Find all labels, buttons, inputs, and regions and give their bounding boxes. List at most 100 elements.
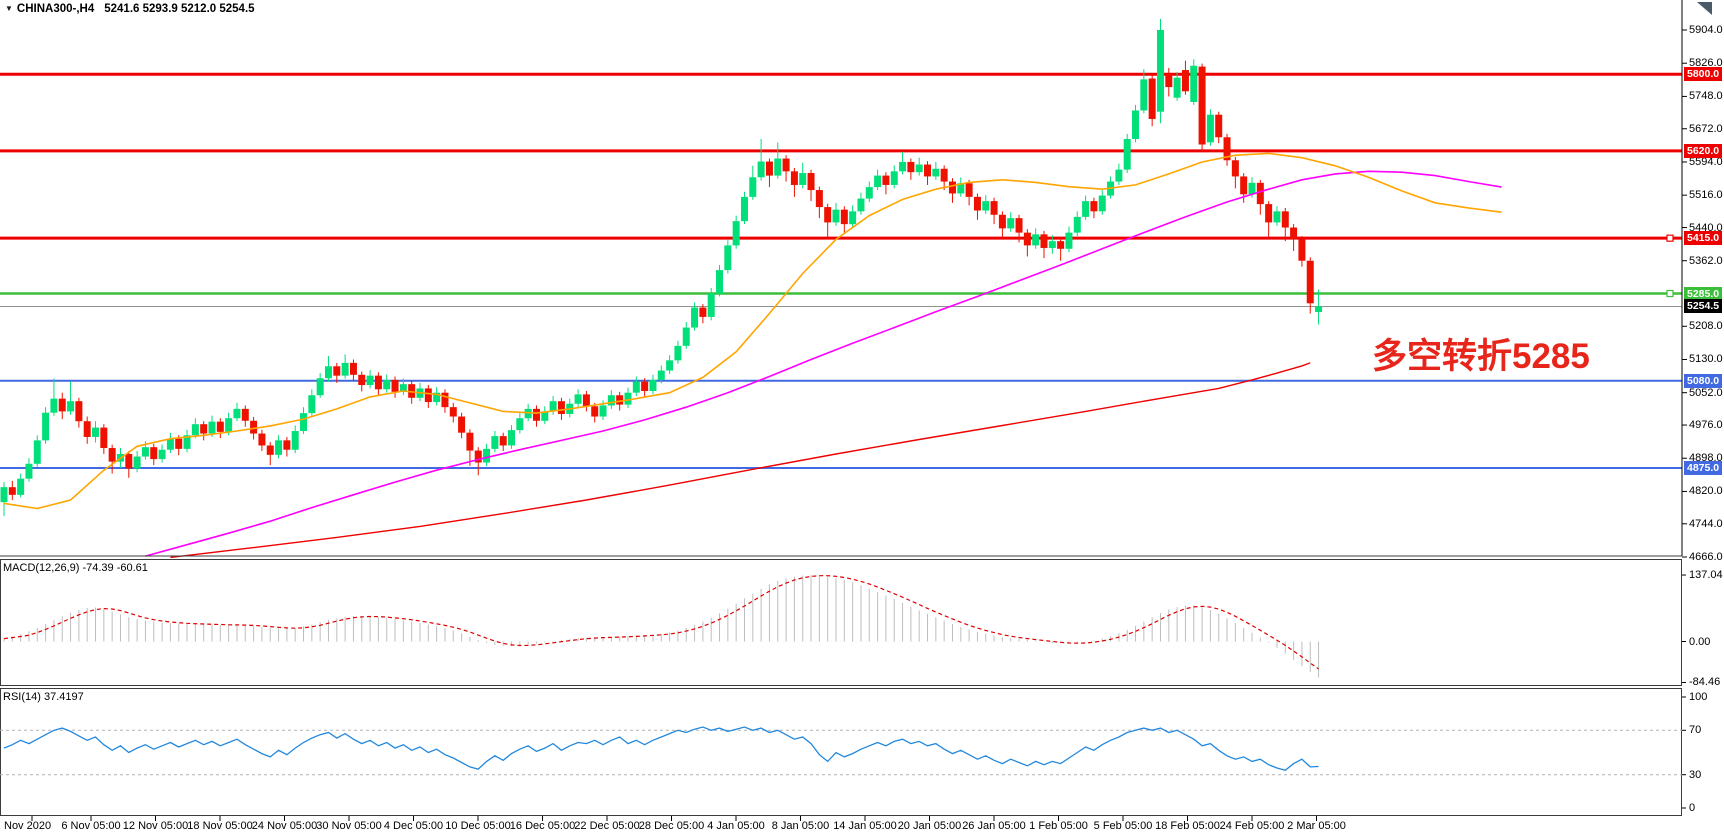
candle-body <box>275 440 283 455</box>
candle-body <box>907 161 915 173</box>
candle-body <box>757 161 765 178</box>
macd-panel-border <box>0 559 1682 686</box>
candle-body <box>799 173 807 185</box>
candle-body <box>774 158 782 176</box>
candle-body <box>890 171 898 185</box>
candle-body <box>765 161 773 176</box>
chart-text-annotation[interactable]: 多空转折5285 <box>1372 337 1590 376</box>
candle-body <box>233 408 241 419</box>
candle-body <box>491 436 499 449</box>
time-tick-label: 16 Dec 05:00 <box>509 820 576 832</box>
candle-body <box>641 381 649 391</box>
candle-body <box>1240 176 1248 195</box>
candle-body <box>1273 211 1281 223</box>
candle-body <box>1256 182 1264 205</box>
candle-body <box>1073 216 1081 233</box>
candle-body <box>666 360 674 371</box>
time-tick-label: 26 Jan 05:00 <box>962 820 1026 832</box>
candle-body <box>724 245 732 271</box>
time-tick-label: 5 Feb 05:00 <box>1093 820 1153 832</box>
time-tick-label: 2 Mar 05:00 <box>1287 820 1346 832</box>
candle-body <box>158 449 166 460</box>
level-drag-handle[interactable] <box>1666 289 1674 298</box>
candle-body <box>874 175 882 188</box>
candle-body <box>316 378 324 396</box>
candle-body <box>982 201 990 211</box>
candle-body <box>915 164 923 173</box>
candle-body <box>815 190 823 208</box>
time-tick-label: 22 Dec 05:00 <box>574 820 640 832</box>
candle-body <box>1082 201 1090 217</box>
candle-body <box>383 379 391 390</box>
candle-body <box>1148 78 1156 119</box>
candle-body <box>716 270 724 294</box>
candle-body <box>483 448 491 463</box>
price-tick-label: 5440.0 <box>1689 221 1723 234</box>
candle-body <box>990 201 998 215</box>
ohlc-readout: 5241.6 5293.9 5212.0 5254.5 <box>104 3 255 15</box>
candle-body <box>599 405 607 417</box>
candle-body <box>1265 204 1273 223</box>
time-tick-label: 6 Nov 05:00 <box>61 820 121 832</box>
candle-body <box>424 388 432 403</box>
candle-body <box>899 161 907 172</box>
price-tick-label: 5130.0 <box>1689 353 1723 366</box>
candle-body <box>67 401 75 412</box>
candle-body <box>532 408 540 421</box>
candle-body <box>458 416 466 433</box>
candle-body <box>1206 114 1214 143</box>
candle-body <box>92 427 100 437</box>
candle-body <box>225 418 233 432</box>
candle-body <box>183 435 191 449</box>
candle-body <box>358 374 366 386</box>
candle-body <box>1140 79 1148 111</box>
candle-body <box>25 463 33 479</box>
candle-body <box>740 196 748 222</box>
candle-body <box>973 196 981 211</box>
candle-body <box>849 211 857 225</box>
candle-body <box>1156 30 1164 112</box>
candle-body <box>50 398 58 413</box>
candle-body <box>957 183 965 194</box>
price-tick-label: 4666.0 <box>1689 551 1723 563</box>
price-tick-label: 5594.0 <box>1689 155 1723 168</box>
candle-body <box>699 307 707 317</box>
candle-body <box>541 411 549 421</box>
level-price-label: 5080.0 <box>1684 373 1723 388</box>
time-tick-label: 18 Feb 05:00 <box>1155 820 1220 832</box>
candle-body <box>349 362 357 375</box>
rsi-tick-label: 0 <box>1689 802 1696 814</box>
ma-mid-line <box>145 170 1502 557</box>
price-tick-label: 5672.0 <box>1689 122 1723 135</box>
price-tick-label: 4744.0 <box>1689 517 1723 530</box>
candle-body <box>408 384 416 398</box>
time-tick-label: 20 Jan 05:00 <box>897 820 962 832</box>
candle-body <box>283 440 291 450</box>
level-drag-handle[interactable] <box>1666 234 1674 242</box>
current-price-label: 5254.5 <box>1684 299 1723 314</box>
rsi-tick-label: 30 <box>1689 768 1702 781</box>
candle-body <box>790 171 798 185</box>
candle-body <box>133 456 141 469</box>
candle-body <box>549 401 557 412</box>
time-tick-label: 24 Nov 05:00 <box>251 820 318 832</box>
candle-body <box>1248 182 1256 195</box>
candle-body <box>399 384 407 392</box>
candle-body <box>632 381 640 393</box>
ma-fast-line <box>3 152 1502 510</box>
candle-body <box>1290 227 1298 240</box>
candle-body <box>948 181 956 194</box>
price-tick-label: 5904.0 <box>1689 24 1723 36</box>
candle-body <box>1015 218 1023 233</box>
candle-body <box>624 392 632 405</box>
chart-shift-icon[interactable] <box>1697 2 1712 15</box>
macd-indicator-label: MACD(12,26,9) -74.39 -60.61 <box>3 562 148 574</box>
symbol-dropdown-icon[interactable]: ▼ <box>5 4 13 14</box>
candle-body <box>1023 232 1031 246</box>
candle-body <box>150 447 158 460</box>
candle-body <box>607 395 615 406</box>
candle-body <box>707 293 715 317</box>
candle-body <box>782 158 790 172</box>
candle-body <box>499 436 507 446</box>
symbol-title: ▼ CHINA300-,H4 5241.6 5293.9 5212.0 5254.5 <box>5 3 255 15</box>
